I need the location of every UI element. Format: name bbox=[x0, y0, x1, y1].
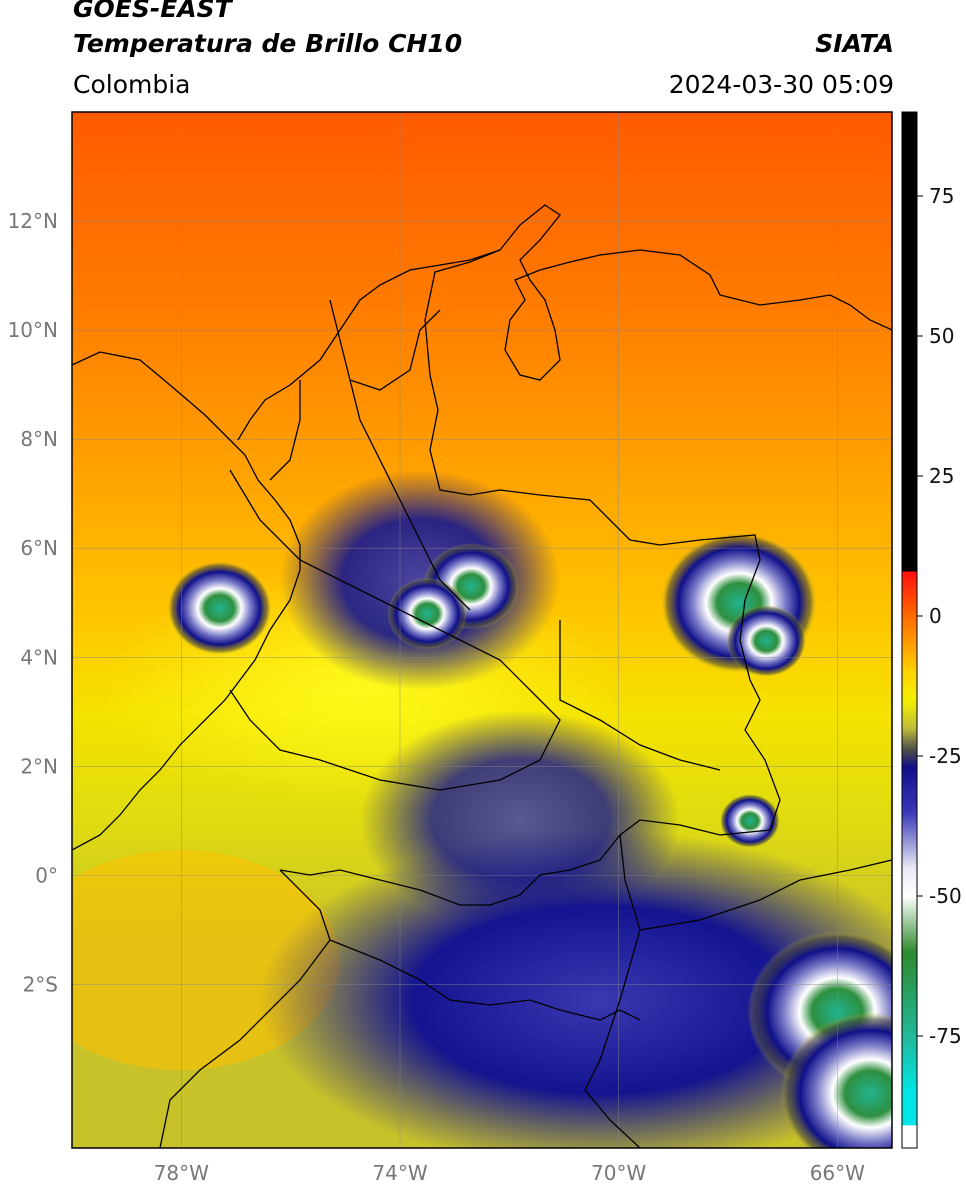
title-product: Temperatura de Brillo CH10 bbox=[73, 29, 463, 58]
storm-cell bbox=[719, 793, 780, 848]
lon-tick-label: 74°W bbox=[372, 1161, 427, 1185]
caribbean-coast bbox=[237, 204, 892, 441]
brazil-border bbox=[584, 929, 641, 1148]
region-label: Colombia bbox=[73, 70, 191, 99]
lon-tick-label: 78°W bbox=[154, 1161, 209, 1185]
timestamp-label: 2024-03-30 05:09 bbox=[668, 70, 894, 99]
storm-cell bbox=[780, 1012, 892, 1148]
agency-label: SIATA bbox=[815, 29, 894, 58]
colorbar-tick-label: -25 bbox=[929, 744, 962, 768]
colorbar-axis: 75 50 25 0 -25 -50 -75 bbox=[917, 184, 962, 1048]
coastlines-borders bbox=[72, 204, 892, 1148]
map-frame bbox=[71, 111, 893, 1149]
colombia-border bbox=[279, 249, 781, 906]
lat-tick-label: 4°N bbox=[20, 645, 58, 669]
storm-cell bbox=[167, 561, 272, 655]
storm-cell-layer bbox=[167, 532, 892, 1148]
internal-border-east bbox=[559, 620, 721, 771]
latitude-axis: 12°N 10°N 8°N 6°N 4°N 2°N 0° 2°S bbox=[8, 209, 58, 996]
lat-tick-label: 10°N bbox=[8, 318, 58, 342]
amazon-border bbox=[619, 834, 892, 931]
colorbar-tick-label: 75 bbox=[929, 184, 954, 208]
colorbar-tick-label: 25 bbox=[929, 464, 954, 488]
lat-tick-label: 6°N bbox=[20, 536, 58, 560]
lat-tick-label: 2°S bbox=[23, 972, 58, 996]
colorbar-tick-label: 50 bbox=[929, 324, 954, 348]
lat-tick-label: 12°N bbox=[8, 209, 58, 233]
storm-cell bbox=[726, 604, 807, 677]
department-borders-a bbox=[229, 469, 561, 791]
department-borders-c bbox=[269, 309, 441, 481]
pacific-coast bbox=[72, 351, 301, 851]
lon-tick-label: 66°W bbox=[810, 1161, 865, 1185]
map-plot-area bbox=[72, 112, 892, 1148]
graticule bbox=[72, 112, 892, 1148]
colorbar-tick-label: 0 bbox=[929, 604, 942, 628]
south-coast bbox=[159, 869, 331, 1148]
lon-tick-label: 70°W bbox=[591, 1161, 646, 1185]
longitude-axis: 78°W 74°W 70°W 66°W bbox=[154, 1161, 865, 1185]
cloud-band-south bbox=[260, 830, 892, 1148]
peru-border bbox=[329, 939, 641, 1021]
colorbar-frame bbox=[901, 111, 918, 1149]
colorbar-tick-label: -50 bbox=[929, 884, 962, 908]
department-borders-b bbox=[329, 299, 471, 611]
lat-tick-label: 0° bbox=[35, 863, 58, 887]
cloud-band-central bbox=[360, 710, 680, 930]
title-satellite: GOES-EAST bbox=[73, 0, 232, 23]
storm-cell bbox=[387, 577, 468, 650]
lat-tick-label: 8°N bbox=[20, 427, 58, 451]
colorbar bbox=[902, 112, 917, 1148]
colorbar-tick-label: -75 bbox=[929, 1024, 962, 1048]
lat-tick-label: 2°N bbox=[20, 754, 58, 778]
